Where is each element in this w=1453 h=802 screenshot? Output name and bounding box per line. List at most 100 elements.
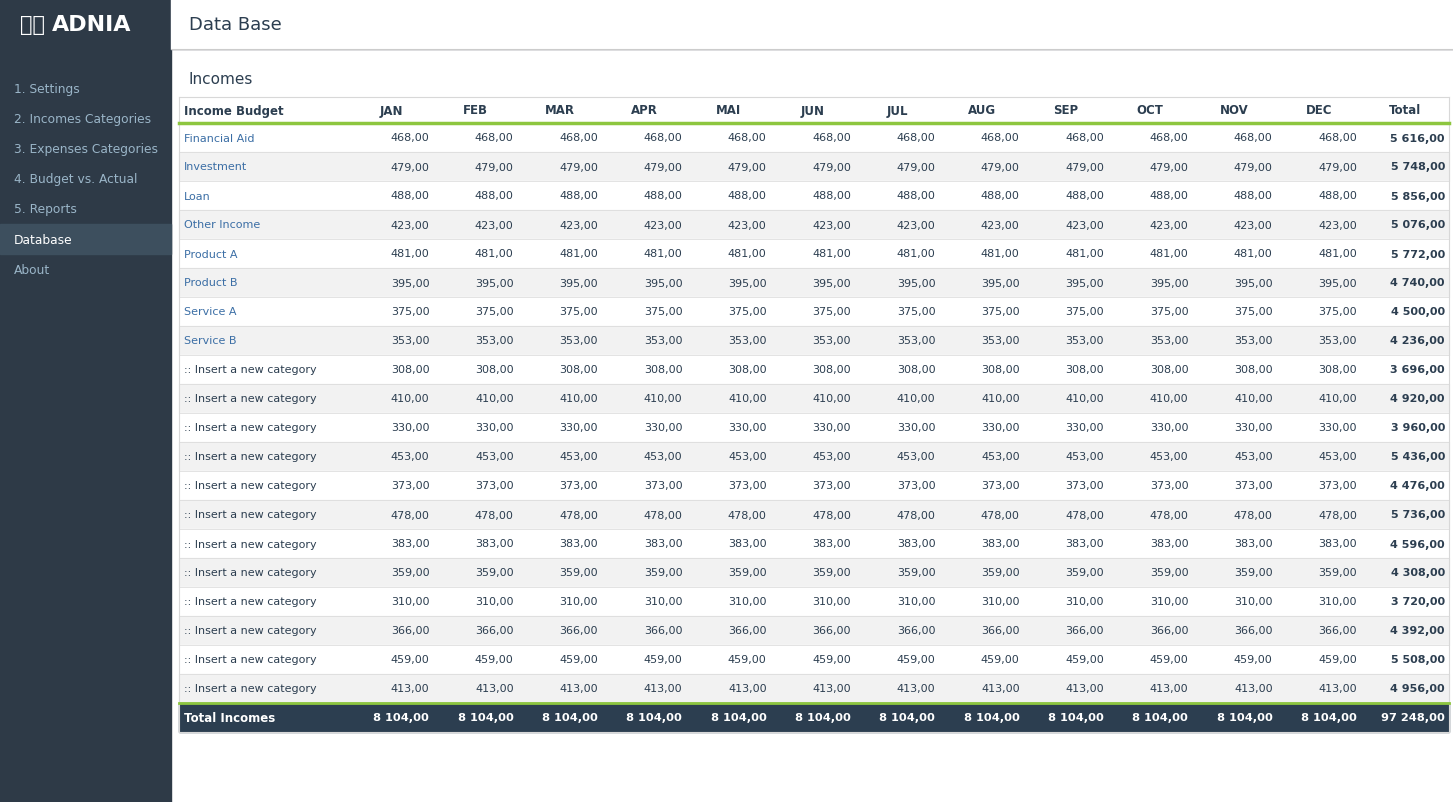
Text: 310,00: 310,00 [391,597,429,607]
Text: 478,00: 478,00 [1149,510,1189,520]
Text: 8 104,00: 8 104,00 [458,713,514,723]
Text: 453,00: 453,00 [1318,452,1357,462]
Text: 478,00: 478,00 [475,510,514,520]
Text: Database: Database [15,233,73,246]
Text: DEC: DEC [1306,104,1332,117]
Text: Other Income: Other Income [185,221,260,230]
Text: 481,00: 481,00 [981,249,1020,259]
Text: 488,00: 488,00 [1318,191,1357,201]
Text: 8 104,00: 8 104,00 [1300,713,1357,723]
Text: 308,00: 308,00 [981,365,1020,375]
Text: 468,00: 468,00 [812,133,851,144]
Text: 353,00: 353,00 [391,336,429,346]
Text: 478,00: 478,00 [728,510,767,520]
Text: Product A: Product A [185,249,237,259]
Text: :: Insert a new category: :: Insert a new category [185,510,317,520]
Text: 459,00: 459,00 [1234,654,1273,665]
Text: 373,00: 373,00 [897,481,936,491]
Text: 366,00: 366,00 [1149,626,1189,636]
Text: 423,00: 423,00 [1149,221,1189,230]
Text: 478,00: 478,00 [1234,510,1273,520]
Text: 413,00: 413,00 [812,683,851,694]
Text: 1. Settings: 1. Settings [15,83,80,96]
Text: 479,00: 479,00 [559,162,599,172]
Text: 423,00: 423,00 [559,221,599,230]
Text: 4. Budget vs. Actual: 4. Budget vs. Actual [15,173,138,186]
Text: 488,00: 488,00 [897,191,936,201]
Text: 359,00: 359,00 [1318,568,1357,577]
Text: 8 104,00: 8 104,00 [1132,713,1189,723]
Bar [0,0,171,802]
Text: Product B: Product B [185,278,237,288]
Bar [179,384,1449,414]
Text: 423,00: 423,00 [812,221,851,230]
Text: 8 104,00: 8 104,00 [879,713,936,723]
Text: 330,00: 330,00 [981,423,1020,433]
Text: 413,00: 413,00 [897,683,936,694]
Text: 310,00: 310,00 [812,597,851,607]
Text: 366,00: 366,00 [1234,626,1273,636]
Text: 423,00: 423,00 [475,221,514,230]
Text: 5 436,00: 5 436,00 [1391,452,1444,462]
Text: 459,00: 459,00 [897,654,936,665]
Text: 366,00: 366,00 [391,626,429,636]
Text: 353,00: 353,00 [1318,336,1357,346]
Text: 366,00: 366,00 [812,626,851,636]
Text: 459,00: 459,00 [981,654,1020,665]
Text: 413,00: 413,00 [391,683,429,694]
Text: 353,00: 353,00 [1234,336,1273,346]
Text: 479,00: 479,00 [644,162,683,172]
Text: 481,00: 481,00 [644,249,683,259]
Text: 383,00: 383,00 [1234,539,1273,549]
Text: 353,00: 353,00 [981,336,1020,346]
Text: 478,00: 478,00 [1318,510,1357,520]
Text: 8 104,00: 8 104,00 [542,713,599,723]
Text: 366,00: 366,00 [1318,626,1357,636]
Text: 423,00: 423,00 [644,221,683,230]
Text: 375,00: 375,00 [475,307,514,317]
Text: 4 740,00: 4 740,00 [1391,278,1444,288]
Text: 8 104,00: 8 104,00 [795,713,851,723]
Text: 353,00: 353,00 [1065,336,1104,346]
Text: 308,00: 308,00 [1149,365,1189,375]
Text: 459,00: 459,00 [1318,654,1357,665]
Text: 479,00: 479,00 [475,162,514,172]
Text: 2. Incomes Categories: 2. Incomes Categories [15,113,151,127]
Bar [179,558,1449,587]
Text: 453,00: 453,00 [1234,452,1273,462]
Text: 375,00: 375,00 [1234,307,1273,317]
Text: 383,00: 383,00 [1149,539,1189,549]
Text: 453,00: 453,00 [1065,452,1104,462]
Text: 383,00: 383,00 [1065,539,1104,549]
Text: 413,00: 413,00 [981,683,1020,694]
Text: 366,00: 366,00 [981,626,1020,636]
Text: 395,00: 395,00 [812,278,851,288]
Text: 468,00: 468,00 [1234,133,1273,144]
Bar [179,298,1449,326]
Text: JUN: JUN [801,104,825,117]
Text: 423,00: 423,00 [1065,221,1104,230]
Text: 375,00: 375,00 [559,307,599,317]
Text: 375,00: 375,00 [644,307,683,317]
Text: 468,00: 468,00 [391,133,429,144]
Text: 383,00: 383,00 [644,539,683,549]
Text: APR: APR [631,104,658,117]
Text: 308,00: 308,00 [644,365,683,375]
Text: 373,00: 373,00 [391,481,429,491]
Text: 459,00: 459,00 [475,654,514,665]
Text: 3 696,00: 3 696,00 [1391,365,1444,375]
Text: :: Insert a new category: :: Insert a new category [185,481,317,491]
Text: 488,00: 488,00 [1065,191,1104,201]
Text: 308,00: 308,00 [391,365,429,375]
Text: 330,00: 330,00 [644,423,683,433]
Text: 479,00: 479,00 [812,162,851,172]
Text: 395,00: 395,00 [728,278,767,288]
Text: 410,00: 410,00 [1234,394,1273,404]
Text: Financial Aid: Financial Aid [185,133,254,144]
Text: 8 104,00: 8 104,00 [1216,713,1273,723]
Bar [179,587,1449,616]
Text: 359,00: 359,00 [812,568,851,577]
Text: 413,00: 413,00 [559,683,599,694]
Text: 468,00: 468,00 [1065,133,1104,144]
Text: 488,00: 488,00 [1234,191,1273,201]
